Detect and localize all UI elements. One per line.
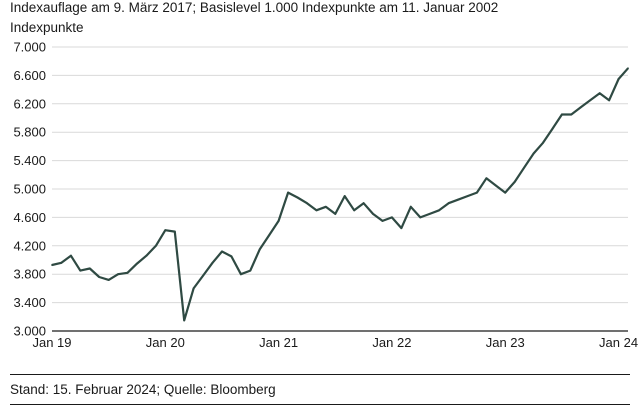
- data-point: [523, 166, 526, 169]
- y-tick-label: 7.000: [13, 40, 46, 55]
- x-tick-label: Jan 21: [259, 335, 298, 350]
- y-tick-label: 6.600: [13, 68, 46, 83]
- data-point: [428, 212, 431, 215]
- data-point: [391, 216, 393, 219]
- data-point: [211, 261, 214, 264]
- data-point: [561, 113, 563, 116]
- data-point: [164, 229, 167, 232]
- data-point: [608, 99, 611, 102]
- y-tick-label: 3.000: [13, 324, 46, 339]
- data-point: [598, 92, 601, 95]
- data-point: [438, 209, 441, 212]
- series-layer: [51, 67, 629, 322]
- y-tick-label: 6.200: [13, 96, 46, 111]
- footer-divider: [10, 374, 630, 375]
- data-point: [192, 287, 195, 290]
- data-point: [268, 234, 271, 237]
- data-point: [617, 78, 620, 80]
- y-tick-label: 5.400: [13, 153, 46, 168]
- data-point: [589, 99, 592, 102]
- data-point: [353, 209, 356, 212]
- data-point: [173, 230, 176, 233]
- data-point: [287, 191, 289, 194]
- data-point: [447, 202, 450, 205]
- data-point: [381, 220, 384, 222]
- data-point: [457, 198, 459, 201]
- data-point: [372, 212, 374, 215]
- data-point: [504, 191, 507, 194]
- data-point: [60, 261, 63, 264]
- y-tick-label: 4.200: [13, 238, 46, 253]
- data-point: [88, 267, 91, 270]
- y-tick-labels: 3.000 3.400 3.800 4.200 4.600 5.000 5.400 5.800…: [13, 40, 46, 339]
- y-tick-label: 4.600: [13, 210, 46, 225]
- data-point: [627, 67, 629, 70]
- y-tick-label: 3.800: [13, 267, 46, 282]
- data-point: [400, 227, 403, 229]
- chart-subtitle: Indexauflage am 9. März 2017; Basislevel…: [10, 0, 499, 15]
- x-tick-label: Jan 19: [32, 335, 71, 350]
- y-axis-label: Indexpunkte: [10, 20, 84, 35]
- data-point: [136, 262, 138, 265]
- line-chart: 3.000 3.400 3.800 4.200 4.600 5.000 5.400 5.800…: [13, 40, 638, 351]
- chart-source: Stand: 15. Februar 2024; Quelle: Bloombe…: [10, 382, 276, 397]
- data-point: [532, 152, 535, 155]
- data-point: [494, 184, 497, 187]
- data-point: [306, 202, 308, 205]
- data-point: [98, 276, 101, 278]
- data-point: [221, 250, 223, 253]
- data-point: [570, 113, 573, 116]
- y-tick-label: 3.400: [13, 295, 46, 310]
- x-tick-label: Jan 23: [486, 335, 525, 350]
- data-point: [154, 244, 157, 247]
- x-tick-labels: Jan 19 Jan 20 Jan 21 Jan 22 Jan 23 Jan 24: [32, 335, 638, 350]
- x-tick-label: Jan 24: [599, 335, 638, 350]
- data-point: [334, 212, 337, 215]
- data-point: [419, 216, 422, 219]
- data-point: [239, 273, 242, 276]
- data-point: [202, 274, 204, 277]
- data-point: [579, 106, 582, 109]
- data-point: [551, 127, 554, 130]
- data-point: [409, 205, 412, 208]
- data-point: [343, 195, 346, 198]
- data-point: [277, 220, 280, 222]
- data-point: [485, 177, 488, 180]
- bottom-divider: [10, 404, 630, 405]
- data-point: [466, 195, 469, 198]
- data-point: [183, 319, 186, 322]
- data-point: [69, 254, 72, 257]
- data-point: [51, 264, 53, 266]
- y-tick-label: 5.800: [13, 125, 46, 140]
- data-point: [107, 278, 110, 281]
- x-tick-label: Jan 20: [146, 335, 185, 350]
- data-point: [126, 271, 129, 274]
- data-point: [324, 205, 327, 208]
- data-point: [230, 255, 233, 258]
- x-tick-label: Jan 22: [372, 335, 411, 350]
- data-point: [513, 181, 516, 183]
- y-tick-label: 5.000: [13, 182, 46, 197]
- data-point: [145, 254, 148, 257]
- data-point: [476, 191, 478, 194]
- data-point: [296, 196, 299, 199]
- data-point: [249, 269, 252, 272]
- data-point: [315, 209, 318, 212]
- series-line: [51, 67, 629, 322]
- grid-layer: [52, 46, 628, 332]
- data-point: [542, 141, 544, 144]
- data-point: [79, 269, 82, 272]
- data-point: [258, 248, 261, 251]
- data-point: [117, 273, 119, 276]
- data-point: [362, 202, 365, 205]
